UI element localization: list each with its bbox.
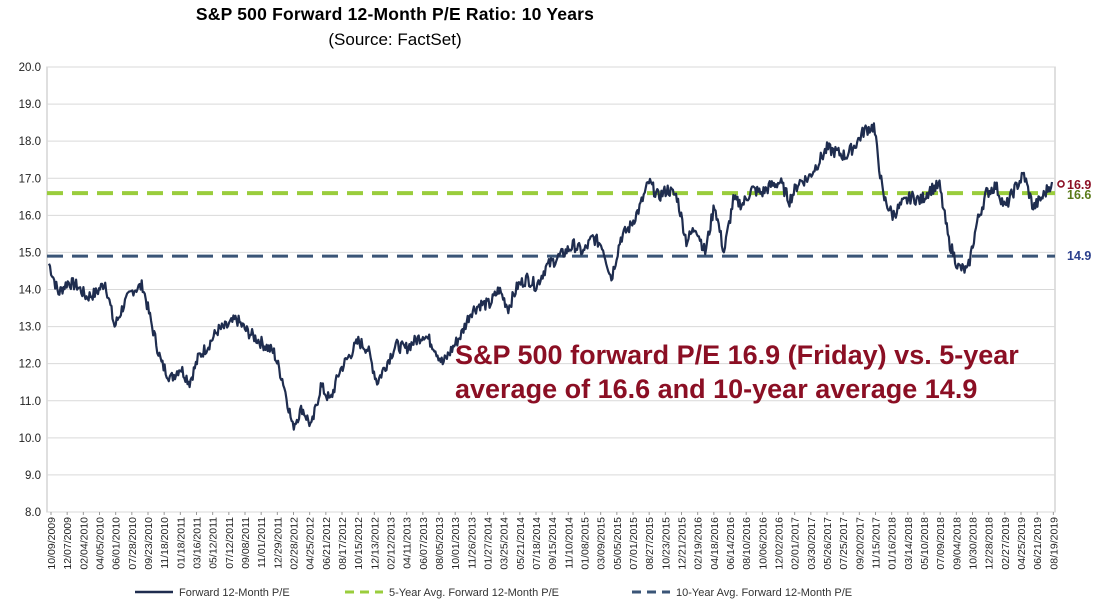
x-tick-label: 09/08/2011 bbox=[240, 517, 252, 569]
y-tick-label: 10.0 bbox=[19, 433, 41, 445]
y-tick-label: 20.0 bbox=[19, 62, 41, 74]
x-tick-label: 05/05/2015 bbox=[612, 517, 624, 570]
x-tick-label: 12/13/2012 bbox=[369, 517, 381, 570]
x-tick-label: 05/12/2011 bbox=[208, 517, 220, 569]
x-tick-label: 04/25/2019 bbox=[1016, 517, 1028, 570]
y-tick-label: 17.0 bbox=[19, 173, 41, 185]
x-tick-label: 04/11/2013 bbox=[402, 517, 414, 569]
five-year-average-label: 16.6 bbox=[1067, 188, 1091, 202]
ten-year-average-label: 14.9 bbox=[1067, 249, 1091, 263]
legend-five-year-average-label: 5-Year Avg. Forward 12-Month P/E bbox=[389, 587, 559, 599]
x-tick-label: 11/18/2010 bbox=[159, 517, 171, 569]
x-tick-label: 05/26/2017 bbox=[822, 517, 834, 570]
current-value-label: 16.9 bbox=[1067, 178, 1091, 192]
x-tick-label: 01/18/2011 bbox=[175, 517, 187, 569]
legend-ten-year-average-label: 10-Year Avg. Forward 12-Month P/E bbox=[676, 587, 852, 599]
x-tick-label: 02/28/2012 bbox=[289, 517, 301, 570]
x-tick-label: 09/23/2010 bbox=[143, 517, 155, 570]
x-tick-label: 08/27/2015 bbox=[644, 517, 656, 570]
x-tick-label: 09/15/2014 bbox=[547, 517, 559, 570]
x-tick-label: 07/12/2011 bbox=[224, 517, 236, 569]
x-tick-label: 12/29/2011 bbox=[272, 517, 284, 569]
x-tick-label: 03/30/2017 bbox=[806, 517, 818, 570]
forward-pe-line bbox=[47, 122, 1054, 431]
x-tick-label: 04/05/2010 bbox=[95, 517, 107, 570]
x-tick-label: 02/04/2010 bbox=[78, 517, 90, 570]
x-tick-label: 05/10/2018 bbox=[919, 517, 931, 570]
x-tick-label: 12/02/2016 bbox=[774, 517, 786, 570]
x-tick-label: 03/16/2011 bbox=[192, 517, 204, 569]
x-tick-label: 10/09/2009 bbox=[46, 517, 58, 570]
x-tick-label: 06/21/2019 bbox=[1032, 517, 1044, 570]
x-tick-label: 10/06/2016 bbox=[757, 517, 769, 570]
x-tick-label: 05/21/2014 bbox=[515, 517, 527, 570]
x-tick-label: 06/14/2016 bbox=[725, 517, 737, 570]
x-tick-label: 08/17/2012 bbox=[337, 517, 349, 570]
y-tick-label: 13.0 bbox=[19, 322, 41, 334]
x-tick-label: 08/10/2016 bbox=[741, 517, 753, 570]
average-lines bbox=[47, 191, 1055, 258]
x-tick-label: 10/15/2012 bbox=[353, 517, 365, 570]
x-tick-label: 11/10/2014 bbox=[563, 517, 575, 569]
x-tick-label: 08/19/2019 bbox=[1048, 517, 1060, 570]
x-tick-label: 01/27/2014 bbox=[483, 517, 495, 570]
x-tick-label: 10/01/2013 bbox=[450, 517, 462, 570]
x-tick-label: 02/27/2019 bbox=[1000, 517, 1012, 570]
x-tick-label: 06/21/2012 bbox=[321, 517, 333, 570]
x-tick-label: 08/05/2013 bbox=[434, 517, 446, 570]
chart-subtitle: (Source: FactSet) bbox=[328, 30, 462, 49]
x-tick-label: 06/01/2010 bbox=[111, 517, 123, 570]
x-tick-label: 11/01/2011 bbox=[256, 517, 268, 568]
y-tick-label: 16.0 bbox=[19, 210, 41, 222]
y-tick-label: 14.0 bbox=[19, 285, 41, 297]
x-tick-label: 07/01/2015 bbox=[628, 517, 640, 570]
y-tick-label: 18.0 bbox=[19, 136, 41, 148]
x-tick-label: 07/28/2010 bbox=[127, 517, 139, 570]
series-layer bbox=[47, 122, 1054, 431]
x-tick-label: 07/25/2017 bbox=[838, 517, 850, 570]
y-tick-label: 19.0 bbox=[19, 99, 41, 111]
end-labels: 16.916.6 14.9 bbox=[1057, 178, 1091, 263]
legend: Forward 12-Month P/E 5-Year Avg. Forward … bbox=[135, 587, 852, 599]
x-tick-label: 03/09/2015 bbox=[596, 517, 608, 570]
x-tick-label: 11/26/2013 bbox=[466, 517, 478, 569]
x-tick-label: 12/07/2009 bbox=[62, 517, 74, 570]
grid-lines bbox=[46, 66, 1056, 513]
x-tick-label: 02/19/2016 bbox=[693, 517, 705, 570]
chart-title: S&P 500 Forward 12-Month P/E Ratio: 10 Y… bbox=[195, 4, 595, 24]
y-tick-label: 8.0 bbox=[25, 507, 41, 519]
y-tick-label: 15.0 bbox=[19, 247, 41, 259]
y-tick-label: 11.0 bbox=[19, 396, 41, 408]
x-tick-label: 02/12/2013 bbox=[386, 517, 398, 570]
x-tick-label: 10/23/2015 bbox=[660, 517, 672, 570]
x-tick-label: 04/25/2012 bbox=[305, 517, 317, 570]
x-tick-label: 03/25/2014 bbox=[499, 517, 511, 570]
x-tick-label: 11/15/2017 bbox=[871, 517, 883, 569]
x-tick-label: 07/09/2018 bbox=[935, 517, 947, 570]
x-tick-label: 07/18/2014 bbox=[531, 517, 543, 570]
x-tick-label: 10/30/2018 bbox=[968, 517, 980, 570]
x-axis: 10/09/2009 12/07/2009 02/04/2010 04/05/2010… bbox=[46, 512, 1060, 570]
y-tick-label: 12.0 bbox=[19, 359, 41, 371]
annotation-callout: S&P 500 forward P/E 16.9 (Friday) vs. 5-… bbox=[455, 340, 1019, 404]
y-axis: 8.0 9.0 10.0 11.0 12.0 13.0 14.0 15.0 16.0 17.0 18… bbox=[19, 62, 41, 519]
x-tick-label: 06/07/2013 bbox=[418, 517, 430, 570]
x-tick-label: 04/18/2016 bbox=[709, 517, 721, 570]
x-tick-label: 01/08/2015 bbox=[580, 517, 592, 570]
current-value-marker bbox=[1057, 180, 1065, 188]
x-tick-label: 09/04/2018 bbox=[951, 517, 963, 570]
x-tick-label: 01/16/2018 bbox=[887, 517, 899, 570]
x-tick-label: 03/14/2018 bbox=[903, 517, 915, 570]
legend-forward-pe-label: Forward 12-Month P/E bbox=[179, 587, 290, 599]
x-tick-label: 12/28/2018 bbox=[984, 517, 996, 570]
x-tick-label: 12/21/2015 bbox=[677, 517, 689, 570]
y-tick-label: 9.0 bbox=[25, 470, 41, 482]
x-tick-label: 02/01/2017 bbox=[790, 517, 802, 570]
x-tick-label: 09/20/2017 bbox=[854, 517, 866, 570]
